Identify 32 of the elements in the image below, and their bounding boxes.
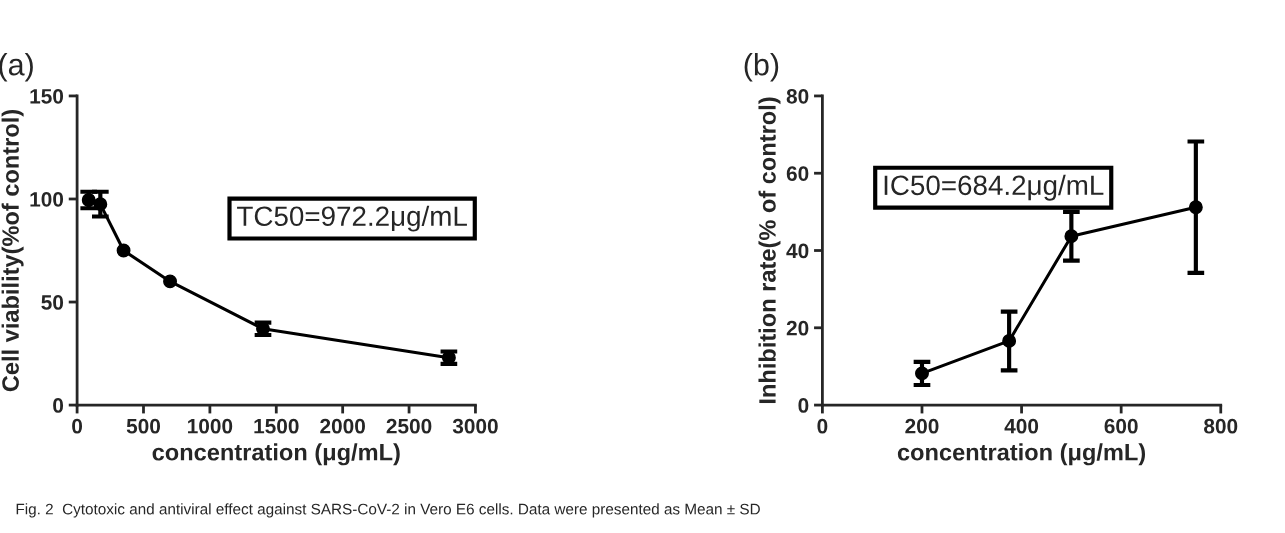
x-tick-label: 500	[126, 418, 161, 434]
x-tick-label: 2500	[386, 418, 432, 434]
y-tick-label: 40	[786, 243, 809, 259]
x-tick-label: 1500	[254, 418, 299, 434]
annotation: IC50=684.2μg/mL	[884, 174, 1104, 201]
y-tick-label: 100	[30, 191, 64, 207]
x-tick-label: 400	[1004, 418, 1039, 434]
x-tick-label: 2000	[320, 418, 365, 434]
x-tick-label: 1000	[188, 418, 233, 434]
y-tick-label: 0	[798, 398, 809, 413]
x-tick-label: 800	[1204, 418, 1238, 434]
x-tick-label: 600	[1104, 418, 1138, 434]
caption: Fig. 2 Cytotoxic and antiviral effect against SARS-CoV-2 in Vero E6 cells. Data were presented as Mean ± SD	[16, 503, 760, 518]
chart-title: (a)	[0, 53, 33, 82]
y-axis-title: Inhibition rate(% of control)	[758, 97, 781, 404]
y-tick-label: 150	[30, 88, 64, 104]
y-axis-title: Cell viability(%of control)	[1, 110, 24, 392]
x-tick-label: 0	[817, 418, 828, 434]
point	[163, 274, 177, 289]
y-tick-label: 50	[41, 295, 64, 310]
chart-title: (b)	[744, 53, 779, 82]
annotation: TC50=972.2μg/mL	[237, 205, 467, 232]
y-tick-label: 60	[786, 166, 809, 181]
x-tick-label: 200	[905, 418, 939, 434]
x-tick-label: 3000	[452, 418, 498, 434]
x-axis-title: concentration (μg/mL)	[897, 443, 1146, 466]
y-tick-label: 20	[786, 320, 809, 336]
x-axis-title: concentration (μg/mL)	[152, 443, 400, 466]
point	[116, 243, 131, 258]
y-tick-label: 0	[53, 398, 64, 413]
y-tick-label: 80	[786, 88, 809, 104]
x-tick-label: 0	[72, 418, 83, 434]
